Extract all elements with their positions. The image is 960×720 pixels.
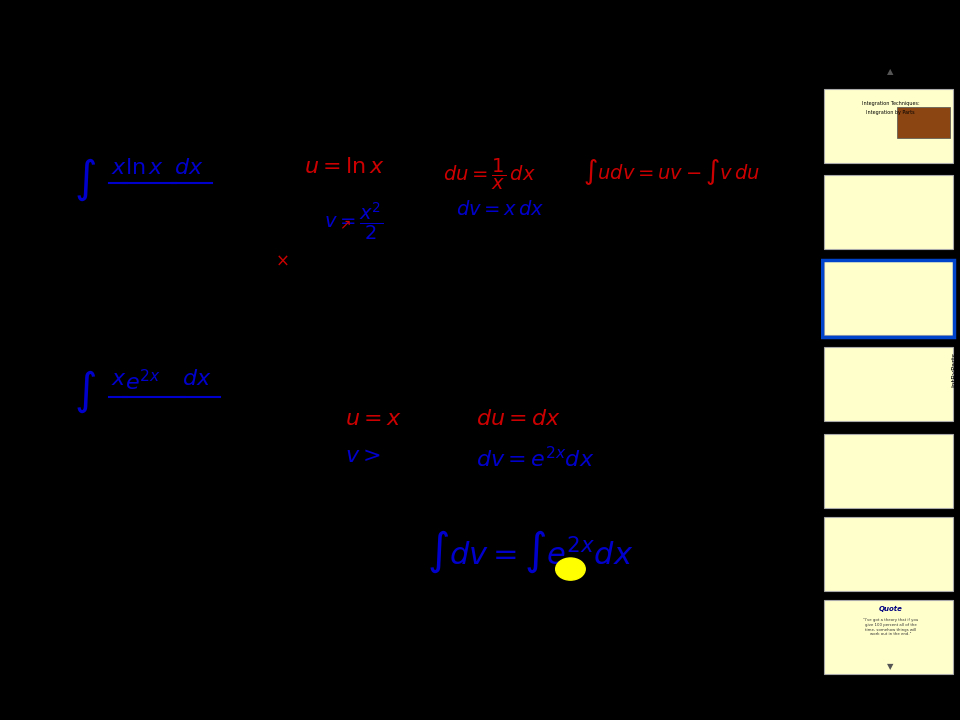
Text: 1.: 1. (33, 160, 54, 180)
Text: $\int$: $\int$ (74, 157, 96, 203)
Text: Integration Techniques:: Integration Techniques: (861, 102, 920, 107)
Text: $dv = e^{2x}dx$: $dv = e^{2x}dx$ (476, 446, 594, 471)
Text: $\int dv = \int e^{2x}dx$: $\int dv = \int e^{2x}dx$ (427, 529, 634, 575)
Text: $dx$: $dx$ (182, 369, 212, 389)
Text: Evaluate using integration by parts or substitution.: Evaluate using integration by parts or s… (41, 104, 573, 125)
Text: $dx$: $dx$ (174, 158, 204, 178)
FancyBboxPatch shape (824, 175, 953, 249)
FancyBboxPatch shape (824, 433, 953, 508)
Text: $u = \ln x$: $u = \ln x$ (303, 157, 384, 176)
Text: $v >$: $v >$ (345, 446, 380, 466)
Text: $\int udv = uv - \int v\,du$: $\int udv = uv - \int v\,du$ (583, 157, 760, 186)
Text: $dv = x\,dx$: $dv = x\,dx$ (456, 199, 544, 219)
Text: $x$: $x$ (110, 369, 127, 389)
Text: ▲: ▲ (887, 68, 894, 76)
Text: $u = x$: $u = x$ (345, 409, 401, 429)
Circle shape (556, 558, 586, 580)
Text: $= \dfrac{1}{2}x^2 \ln x - \dfrac{1}{2} \cdot \dfrac{x^2}{2} + C$: $= \dfrac{1}{2}x^2 \ln x - \dfrac{1}{2} … (373, 298, 597, 346)
Text: $= \dfrac{1}{2}x^2 \ln x - \dfrac{1}{2}\int x\,dx$: $= \dfrac{1}{2}x^2 \ln x - \dfrac{1}{2}\… (373, 240, 573, 282)
FancyBboxPatch shape (824, 261, 953, 335)
Text: $\times$: $\times$ (275, 252, 289, 270)
Text: $e^{2x}$: $e^{2x}$ (125, 369, 160, 395)
Text: Integration by Parts: Integration by Parts (866, 110, 915, 115)
Text: $\int$: $\int$ (74, 369, 96, 415)
Text: $\ln x$: $\ln x$ (125, 158, 164, 178)
FancyBboxPatch shape (824, 89, 953, 163)
Text: $du = dx$: $du = dx$ (476, 409, 561, 429)
Text: IntByParts: IntByParts (951, 351, 957, 387)
Text: $\nearrow$: $\nearrow$ (337, 218, 351, 232)
Text: "I've got a theory that if you
give 100 percent all of the
time, somehow things : "I've got a theory that if you give 100 … (863, 618, 918, 636)
FancyBboxPatch shape (898, 107, 950, 138)
FancyBboxPatch shape (824, 600, 953, 674)
Text: Quote: Quote (878, 606, 902, 612)
FancyBboxPatch shape (824, 348, 953, 421)
Text: $= \dfrac{1}{2}x^2 \ln x - \int \dfrac{x^2}{2} \cdot \dfrac{1}{x}\,dx$: $= \dfrac{1}{2}x^2 \ln x - \int \dfrac{x… (16, 240, 245, 287)
Text: $= \dfrac{1}{2}x^2 \ln x - \dfrac{1}{4}x^2 + C$: $= \dfrac{1}{2}x^2 \ln x - \dfrac{1}{4}x… (373, 341, 580, 384)
Text: $v = \dfrac{x^2}{2}$: $v = \dfrac{x^2}{2}$ (324, 199, 383, 242)
Text: ▼: ▼ (887, 662, 894, 670)
Text: $du = \dfrac{1}{x}\,dx$: $du = \dfrac{1}{x}\,dx$ (444, 157, 536, 192)
FancyBboxPatch shape (824, 517, 953, 590)
Text: $x$: $x$ (110, 158, 127, 178)
Text: 2.: 2. (33, 369, 54, 389)
